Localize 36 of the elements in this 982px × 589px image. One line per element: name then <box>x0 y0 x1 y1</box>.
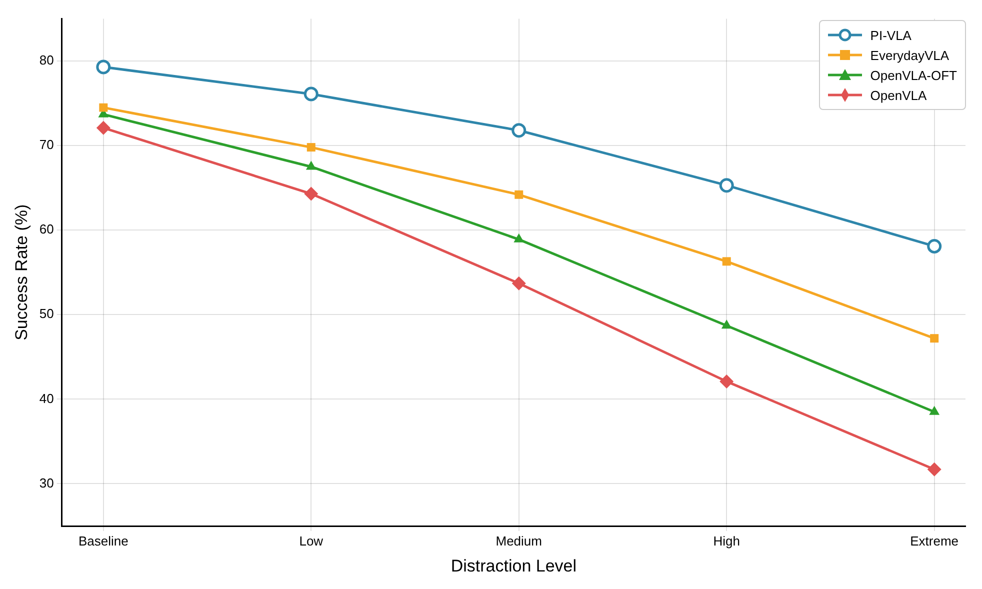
point <box>930 334 939 343</box>
point <box>720 374 734 388</box>
point <box>512 123 526 138</box>
legend-label: OpenVLA <box>870 88 927 102</box>
point <box>514 233 524 242</box>
y-tick-label: 50 <box>39 306 54 322</box>
point <box>304 186 318 201</box>
x-tick-label: Low <box>299 533 324 548</box>
legend-label: PI-VLA <box>870 28 912 42</box>
point <box>306 143 316 152</box>
point <box>929 406 940 415</box>
x-axis-title: Distraction Level <box>450 556 577 576</box>
point <box>99 103 108 112</box>
y-tick-label: 60 <box>39 222 54 237</box>
x-tick-label: Baseline <box>78 533 128 548</box>
x-tick-label: Extreme <box>910 533 959 548</box>
y-tick-label: 30 <box>39 475 54 490</box>
y-axis-title: Success Rate (%) <box>12 204 31 340</box>
point <box>719 178 734 193</box>
legend-label: OpenVLA-OFT <box>870 68 957 82</box>
y-tick-label: 70 <box>39 137 54 152</box>
x-tick-label: Medium <box>496 533 542 548</box>
point <box>721 320 732 329</box>
point <box>96 120 110 135</box>
y-tick-label: 80 <box>39 52 54 68</box>
point <box>512 276 526 290</box>
point <box>722 257 731 266</box>
point <box>306 160 316 170</box>
point <box>514 190 524 199</box>
point <box>927 462 942 476</box>
legend-label: EverydayVLA <box>870 48 950 62</box>
y-tick-label: 40 <box>39 390 54 406</box>
point <box>304 86 318 102</box>
x-tick-label: High <box>713 533 740 548</box>
point <box>96 60 111 74</box>
point <box>927 238 942 254</box>
